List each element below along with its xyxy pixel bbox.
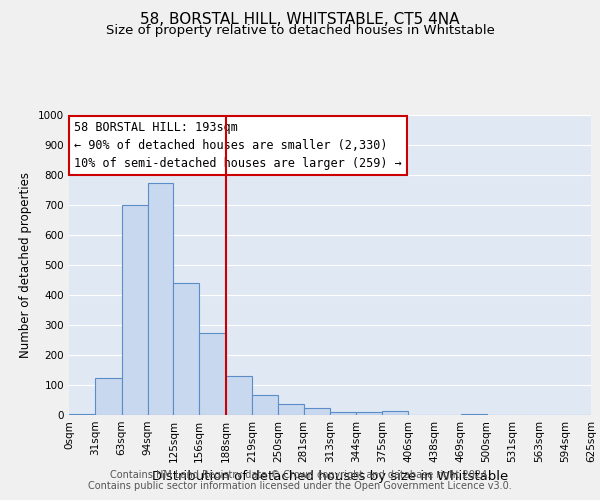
Bar [382, 410, 408, 415]
X-axis label: Distribution of detached houses by size in Whitstable: Distribution of detached houses by size … [152, 470, 508, 484]
Bar [304, 408, 331, 415]
Text: 58, BORSTAL HILL, WHITSTABLE, CT5 4NA: 58, BORSTAL HILL, WHITSTABLE, CT5 4NA [140, 12, 460, 28]
Text: 58 BORSTAL HILL: 193sqm
← 90% of detached houses are smaller (2,330)
10% of semi: 58 BORSTAL HILL: 193sqm ← 90% of detache… [74, 121, 402, 170]
Bar [122, 205, 148, 415]
Bar [278, 404, 304, 415]
Bar [173, 283, 199, 415]
Text: Size of property relative to detached houses in Whitstable: Size of property relative to detached ho… [106, 24, 494, 37]
Bar [252, 394, 278, 415]
Bar [95, 378, 122, 415]
Bar [69, 414, 95, 415]
Bar [226, 376, 252, 415]
Bar [461, 414, 487, 415]
Text: Contains public sector information licensed under the Open Government Licence v3: Contains public sector information licen… [88, 481, 512, 491]
Text: Contains HM Land Registry data © Crown copyright and database right 2024.: Contains HM Land Registry data © Crown c… [110, 470, 490, 480]
Y-axis label: Number of detached properties: Number of detached properties [19, 172, 32, 358]
Bar [148, 182, 173, 415]
Bar [199, 332, 226, 415]
Bar [331, 412, 356, 415]
Bar [356, 412, 382, 415]
